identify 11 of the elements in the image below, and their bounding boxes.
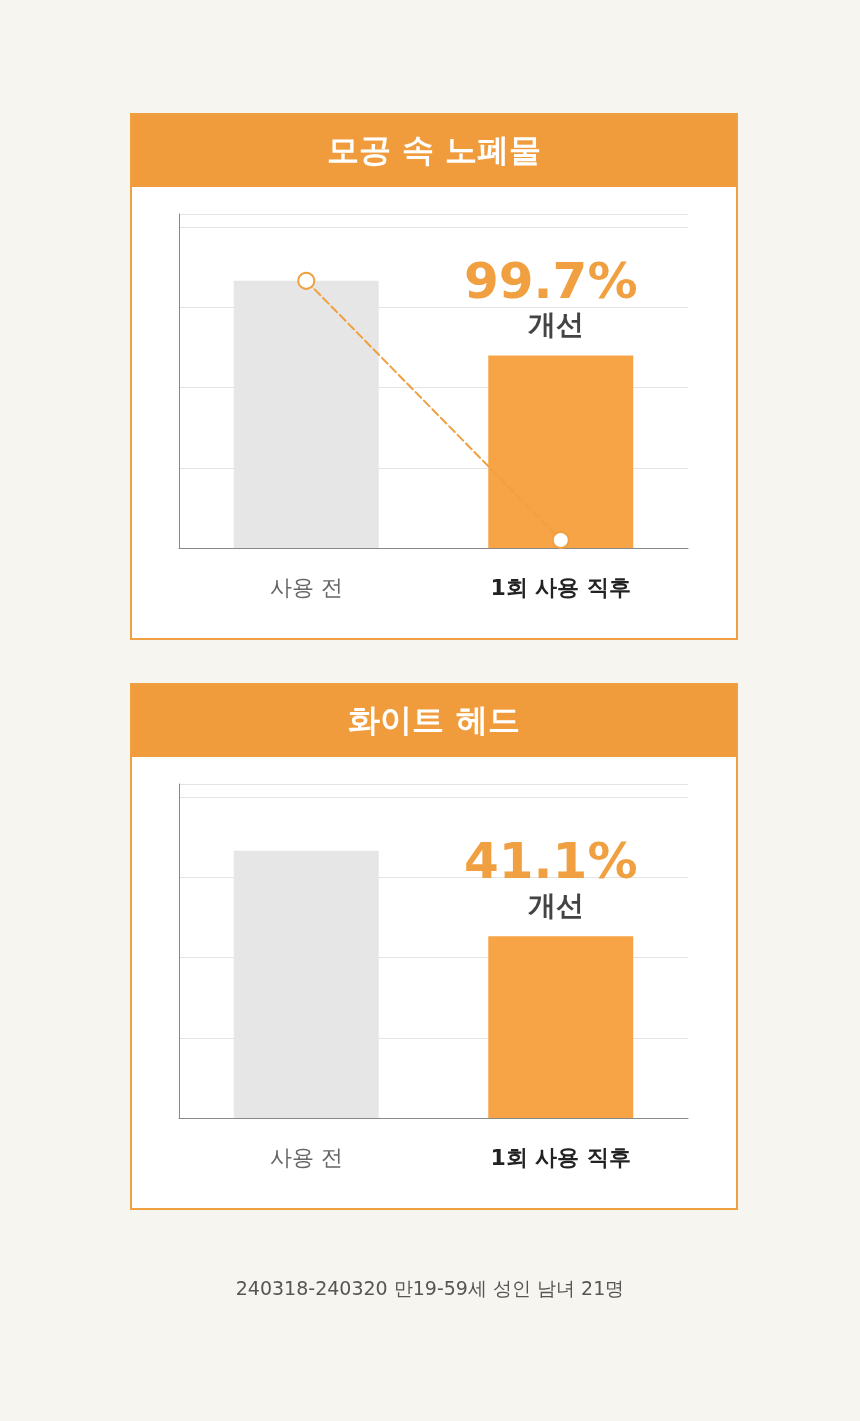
x-tick-label: 1회 사용 직후 — [490, 574, 632, 600]
text: 240318-240320 만19-59세 성인 남녀 21명 — [234, 1276, 626, 1301]
chart-title: 화이트 헤드 — [132, 685, 736, 757]
annotation: 개선 — [527, 888, 584, 922]
x-tick-label: 사용 전 — [269, 574, 343, 600]
chart-title: 모공 속 노폐물 — [132, 115, 736, 187]
annotation: 99.7% — [464, 251, 638, 310]
x-tick-label: 1회 사용 직후 — [490, 1144, 632, 1170]
x-tick-label: 사용 전 — [269, 1144, 343, 1170]
annotation: 41.1% — [464, 832, 638, 891]
annotation: 개선 — [527, 308, 584, 342]
